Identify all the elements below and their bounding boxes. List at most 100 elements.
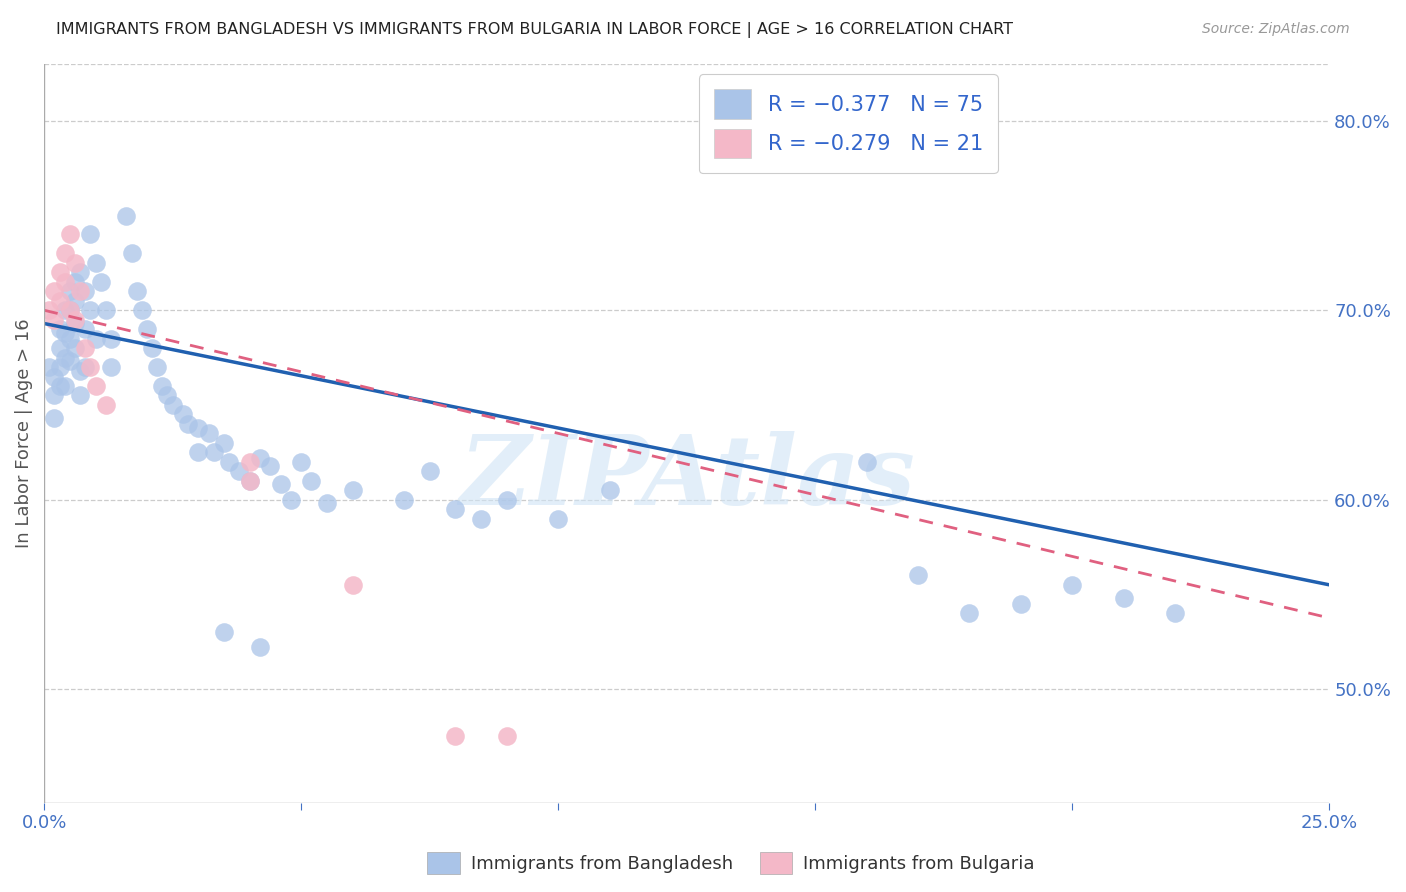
- Point: [172, 408, 194, 422]
- Point: [38, 303, 60, 318]
- Point: [53, 303, 76, 318]
- Point: [84, 379, 107, 393]
- Point: [156, 388, 179, 402]
- Point: [299, 474, 322, 488]
- Point: [38, 359, 60, 374]
- Point: [162, 398, 184, 412]
- Point: [419, 464, 441, 478]
- Point: [239, 474, 262, 488]
- Point: [957, 606, 980, 620]
- Point: [44, 312, 66, 326]
- Point: [315, 496, 337, 510]
- Point: [239, 455, 262, 469]
- Point: [239, 474, 262, 488]
- Point: [48, 322, 70, 336]
- Point: [79, 227, 101, 242]
- Point: [59, 303, 82, 318]
- Point: [121, 246, 143, 260]
- Point: [599, 483, 621, 497]
- Point: [79, 359, 101, 374]
- Point: [146, 359, 169, 374]
- Text: IMMIGRANTS FROM BANGLADESH VS IMMIGRANTS FROM BULGARIA IN LABOR FORCE | AGE > 16: IMMIGRANTS FROM BANGLADESH VS IMMIGRANTS…: [56, 22, 1014, 38]
- Point: [44, 411, 66, 425]
- Point: [69, 265, 91, 279]
- Point: [202, 445, 225, 459]
- Point: [342, 483, 364, 497]
- Point: [444, 502, 467, 516]
- Point: [1112, 591, 1135, 605]
- Point: [84, 256, 107, 270]
- Point: [1010, 597, 1032, 611]
- Point: [44, 388, 66, 402]
- Point: [907, 568, 929, 582]
- Point: [855, 455, 877, 469]
- Point: [59, 285, 82, 299]
- Y-axis label: In Labor Force | Age > 16: In Labor Force | Age > 16: [15, 318, 32, 549]
- Point: [48, 341, 70, 355]
- Point: [212, 625, 235, 640]
- Point: [48, 293, 70, 308]
- Point: [84, 332, 107, 346]
- Point: [249, 640, 271, 655]
- Point: [63, 312, 86, 326]
- Point: [69, 364, 91, 378]
- Point: [115, 209, 138, 223]
- Point: [79, 303, 101, 318]
- Point: [94, 303, 117, 318]
- Point: [48, 359, 70, 374]
- Point: [59, 354, 82, 368]
- Point: [69, 388, 91, 402]
- Point: [249, 450, 271, 465]
- Point: [125, 285, 148, 299]
- Point: [495, 729, 517, 743]
- Point: [547, 511, 569, 525]
- Point: [69, 285, 91, 299]
- Point: [342, 578, 364, 592]
- Point: [48, 265, 70, 279]
- Point: [63, 256, 86, 270]
- Point: [63, 275, 86, 289]
- Point: [197, 426, 219, 441]
- Point: [150, 379, 173, 393]
- Point: [131, 303, 153, 318]
- Point: [259, 458, 281, 473]
- Point: [444, 729, 467, 743]
- Point: [495, 492, 517, 507]
- Point: [1164, 606, 1187, 620]
- Point: [177, 417, 200, 431]
- Point: [135, 322, 157, 336]
- Point: [75, 322, 97, 336]
- Point: [53, 326, 76, 340]
- Point: [187, 445, 209, 459]
- Point: [392, 492, 415, 507]
- Point: [1062, 578, 1084, 592]
- Point: [218, 455, 240, 469]
- Point: [53, 275, 76, 289]
- Point: [270, 477, 292, 491]
- Point: [94, 398, 117, 412]
- Point: [63, 341, 86, 355]
- Point: [228, 464, 250, 478]
- Point: [470, 511, 492, 525]
- Point: [100, 359, 122, 374]
- Point: [44, 369, 66, 384]
- Point: [280, 492, 302, 507]
- Point: [63, 317, 86, 331]
- Legend: R = −0.377   N = 75, R = −0.279   N = 21: R = −0.377 N = 75, R = −0.279 N = 21: [699, 74, 998, 173]
- Point: [90, 275, 112, 289]
- Point: [53, 351, 76, 365]
- Point: [48, 379, 70, 393]
- Point: [75, 341, 97, 355]
- Point: [63, 293, 86, 308]
- Text: Source: ZipAtlas.com: Source: ZipAtlas.com: [1202, 22, 1350, 37]
- Point: [53, 246, 76, 260]
- Text: ZIPAtlas: ZIPAtlas: [458, 431, 915, 524]
- Point: [59, 303, 82, 318]
- Point: [100, 332, 122, 346]
- Point: [75, 285, 97, 299]
- Point: [59, 227, 82, 242]
- Point: [53, 379, 76, 393]
- Point: [187, 420, 209, 434]
- Point: [290, 455, 312, 469]
- Point: [44, 285, 66, 299]
